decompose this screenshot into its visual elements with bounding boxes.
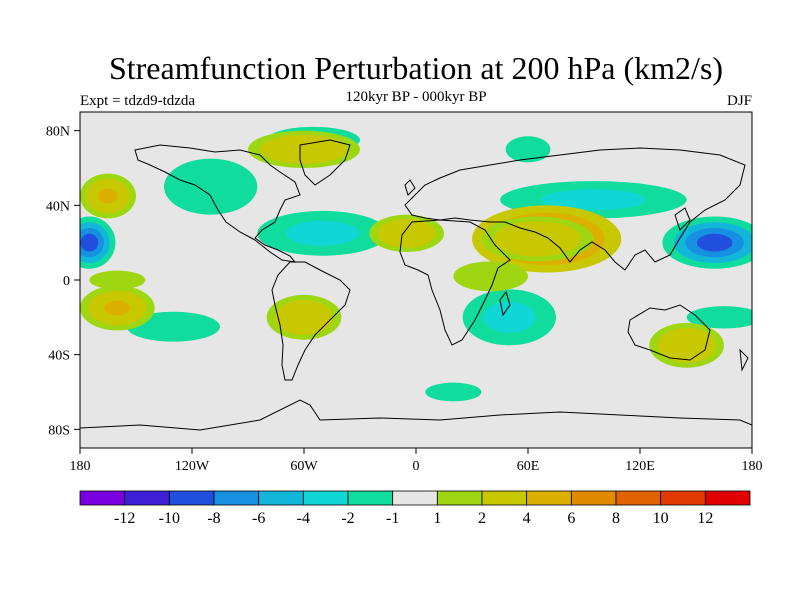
field-anomaly-9-band-1: [694, 308, 752, 327]
colorbar-label: 6: [567, 510, 575, 527]
y-tick-label: 80N: [46, 125, 70, 140]
field-anomaly-18-band-1: [274, 299, 334, 335]
colorbar-label: 1: [433, 510, 441, 527]
colorbar-label: -8: [207, 510, 220, 527]
field-anomaly-14-band-2: [665, 332, 708, 358]
field-anomaly-3-band-3: [300, 225, 345, 241]
field-anomaly-5-band-1: [136, 315, 210, 339]
colorbar-label: -4: [297, 510, 310, 527]
field-anomaly-20-band-0: [89, 270, 146, 290]
africa-coast: [399, 219, 511, 346]
colorbar-box: [213, 490, 260, 506]
field-anomaly-12-band-2: [505, 226, 569, 252]
colorbar-label: 2: [478, 510, 486, 527]
colorbar-box: [660, 490, 706, 506]
colorbar-label: 12: [697, 510, 713, 527]
x-tick-label: 120W: [175, 459, 210, 474]
map-background: [80, 112, 752, 448]
new-zealand-coast: [739, 348, 749, 372]
field-anomaly-16-band-3: [98, 188, 118, 204]
uk-coast: [404, 179, 416, 196]
colorbar-box: [302, 490, 349, 506]
colorbar-label: -12: [114, 510, 135, 527]
colorbar-box: [615, 490, 662, 506]
axis-ticks: 80N 40N 0 40S 80S 180 120W 60W 0 60E 120E 180: [46, 125, 763, 474]
north-america-coast: [134, 144, 301, 263]
colorbar-box: [168, 490, 215, 506]
colorbar-label: -2: [341, 510, 354, 527]
south-america-coast: [271, 261, 351, 381]
field-anomaly-6-band-1: [174, 164, 248, 209]
season-label: DJF: [726, 93, 752, 109]
y-tick-label: 40N: [46, 199, 70, 214]
streamfunction-field: [80, 126, 752, 402]
field-anomaly-4-band-3: [493, 307, 526, 327]
x-tick-label: 60W: [290, 459, 318, 474]
coastlines: [80, 139, 752, 431]
europe-asia-coast: [404, 147, 746, 271]
colorbar-box: [570, 490, 617, 506]
colorbar-box: [79, 490, 126, 506]
x-tick-label: 180: [742, 459, 763, 474]
x-tick-label: 120E: [625, 459, 655, 474]
colorbar-box: [392, 490, 438, 506]
x-tick-label: 0: [413, 459, 420, 474]
field-anomaly-10-band-1: [431, 384, 476, 400]
colorbar-box: [436, 490, 483, 506]
australia-coast: [627, 304, 711, 361]
experiment-label: Expt = tdzd9-tdzda: [80, 93, 196, 109]
colorbar-label: 10: [653, 510, 669, 527]
field-anomaly-13-band-1: [377, 218, 436, 248]
colorbar-label: 4: [523, 510, 531, 527]
x-tick-label: 180: [70, 459, 91, 474]
field-anomaly-2-band-3: [561, 193, 626, 207]
field-anomaly-0-band-3: [696, 233, 733, 252]
colorbar-label: -1: [386, 510, 399, 527]
chart-title: Streamfunction Perturbation at 200 hPa (…: [108, 50, 724, 86]
chart-subtitle: 120kyr BP - 000kyr BP: [345, 89, 487, 105]
field-anomaly-17-band-1: [260, 134, 348, 164]
colorbar-box: [526, 490, 572, 506]
antarctica-coast: [80, 399, 752, 431]
y-tick-label: 40S: [48, 349, 70, 364]
field-anomaly-8-band-1: [510, 139, 546, 160]
colorbar-label: 8: [612, 510, 620, 527]
field-anomaly-15-band-3: [104, 300, 131, 316]
colorbar-label: -10: [159, 510, 180, 527]
colorbar-box: [258, 490, 304, 506]
colorbar-box: [124, 490, 170, 506]
colorbar-box: [481, 490, 528, 506]
x-tick-label: 60E: [517, 459, 540, 474]
colorbar-box: [347, 490, 394, 506]
greenland-coast: [299, 139, 351, 186]
colorbar-box: [704, 490, 751, 506]
y-tick-label: 0: [63, 274, 70, 289]
colorbar: -12 -10 -8 -6 -4 -2 -1 1 2 4 6 8 10 12: [79, 490, 751, 527]
field-anomaly-19-band-0: [453, 261, 528, 292]
colorbar-label: -6: [252, 510, 265, 527]
field-anomaly-1-band-3: [80, 233, 99, 252]
y-tick-label: 80S: [48, 423, 70, 438]
madagascar-coast: [499, 290, 511, 317]
japan-coast: [674, 207, 691, 231]
